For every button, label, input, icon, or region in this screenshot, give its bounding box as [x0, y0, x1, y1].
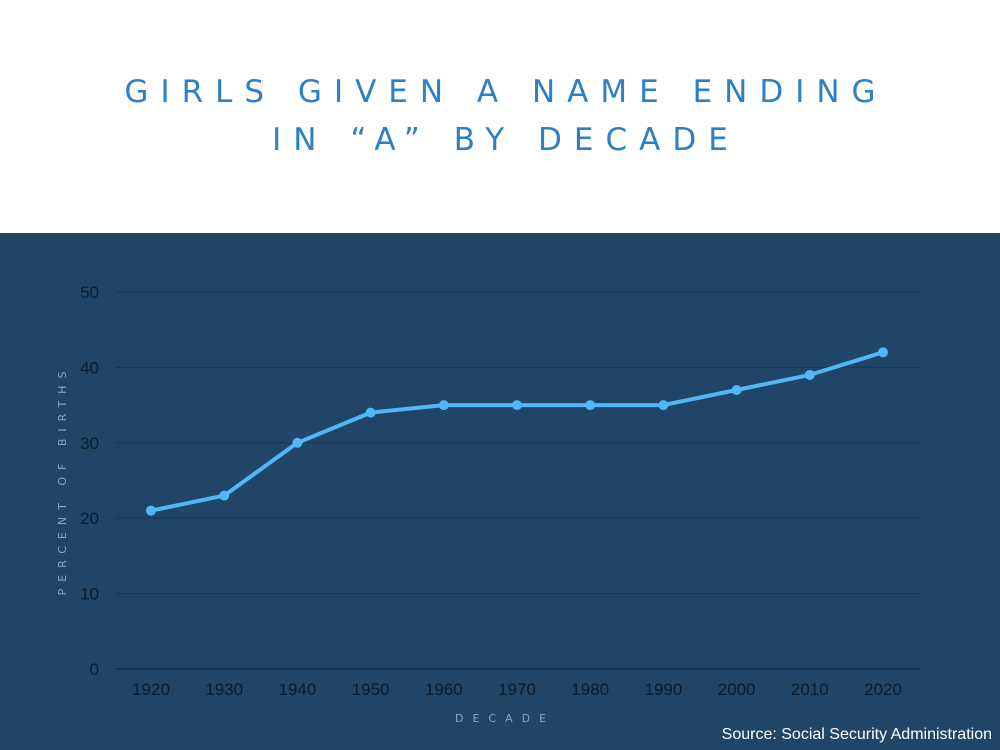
y-tick-label: 20 — [80, 509, 99, 528]
data-point — [804, 369, 815, 380]
data-point — [365, 407, 376, 418]
y-tick-label: 40 — [80, 358, 99, 377]
x-tick-label: 2000 — [718, 680, 756, 699]
x-tick-label: 2020 — [864, 680, 902, 699]
y-axis-label: PERCENT OF BIRTHS — [56, 365, 69, 596]
y-tick-label: 30 — [80, 434, 99, 453]
x-tick-label: 1970 — [498, 680, 536, 699]
y-tick-label: 10 — [80, 585, 99, 604]
gridlines — [115, 291, 920, 670]
source-note: Source: Social Security Administration — [721, 726, 992, 743]
y-tick-label: 50 — [80, 283, 99, 302]
y-tick-label: 0 — [90, 660, 99, 679]
x-axis-label: DECADE — [455, 712, 555, 725]
y-axis-ticks: 0 10 20 30 40 50 — [80, 283, 99, 679]
data-point — [878, 347, 888, 358]
chart-title: Girls given a name ending in “a” by deca… — [0, 68, 1000, 164]
data-series — [146, 347, 888, 516]
series-line — [149, 350, 885, 513]
x-axis-ticks: 1920 1930 1940 1950 1960 1970 1980 1990 2000 2010… — [132, 680, 902, 699]
x-tick-label: 1950 — [352, 680, 390, 699]
x-tick-label: 1960 — [425, 680, 463, 699]
data-point — [658, 400, 669, 411]
chart-header: Girls given a name ending in “a” by deca… — [0, 0, 1000, 233]
data-point — [585, 400, 596, 411]
chart-title-line-1: Girls given a name ending — [124, 74, 888, 110]
data-point — [146, 505, 156, 516]
x-tick-label: 1920 — [132, 680, 170, 699]
x-tick-label: 1940 — [278, 680, 316, 699]
data-point — [292, 437, 303, 448]
chart-panel — [0, 233, 1000, 750]
x-tick-label: 1990 — [644, 680, 682, 699]
x-tick-label: 1930 — [205, 680, 243, 699]
chart-title-line-2: in “a” by decade — [272, 122, 740, 158]
data-point — [731, 385, 742, 396]
data-point — [438, 400, 449, 411]
data-point — [219, 490, 230, 501]
x-tick-label: 2010 — [791, 680, 829, 699]
data-point — [512, 400, 522, 411]
x-tick-label: 1980 — [571, 680, 609, 699]
